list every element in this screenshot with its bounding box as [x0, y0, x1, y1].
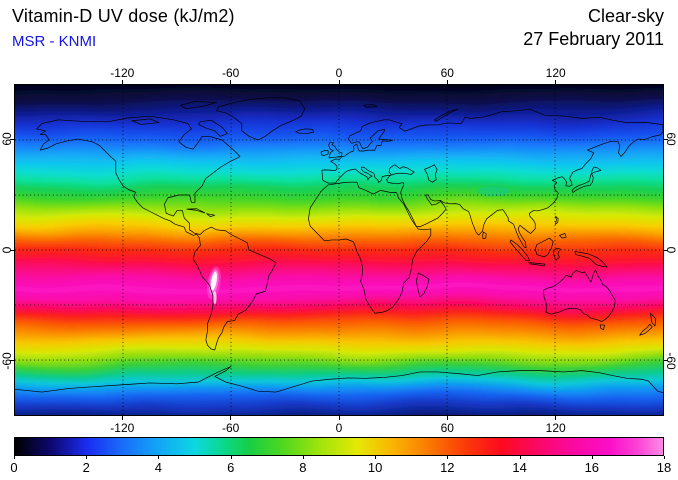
coastline-australia [542, 269, 616, 322]
colorbar-tick [158, 456, 160, 459]
coastline-baffin [198, 119, 228, 137]
coastline-japan [571, 166, 602, 193]
axis-tick [664, 139, 668, 140]
coastline-hispaniola [206, 213, 216, 217]
colorbar-tick-label: 12 [440, 460, 455, 475]
tibet-patch [477, 186, 511, 197]
uv-dose-field [15, 85, 663, 415]
coastline-madagascar [416, 272, 430, 298]
coastline-antarctica [15, 366, 663, 393]
coastline-ellesmere [180, 101, 217, 110]
colorbar-tick [519, 456, 521, 459]
axis-tick [664, 360, 668, 361]
lon-tick-label-top: 120 [545, 66, 566, 80]
colorbar-tick-label: 16 [584, 460, 600, 475]
altitude-anomalies [206, 186, 511, 305]
lon-tick-label-top: -60 [222, 66, 240, 80]
axis-tick [447, 80, 448, 84]
coastline-africa [308, 181, 432, 314]
colorbar-tick-label: 2 [82, 460, 90, 475]
andes-white-max [210, 271, 218, 291]
sky-condition-label: Clear-sky [587, 6, 664, 26]
colorbar-tick [230, 456, 232, 459]
map-date: 27 February 2011 [523, 29, 664, 49]
colorbar-tick [591, 456, 593, 459]
coastline-luzon [555, 215, 559, 225]
axis-tick [447, 416, 448, 420]
axis-tick [122, 80, 123, 84]
coastline-cuba [186, 208, 206, 214]
axis-tick [10, 360, 14, 361]
coastline-new-guinea [574, 251, 608, 268]
colorbar-tick [302, 456, 304, 459]
coastline-sumatra [509, 239, 531, 261]
colorbar-tick [664, 456, 665, 459]
colorbar-tick [447, 456, 449, 459]
lon-tick-label-bottom: 120 [545, 421, 566, 435]
colorbar-tick-label: 10 [367, 460, 383, 475]
coastline-mindanao [559, 233, 567, 239]
coastline-americas [36, 115, 277, 351]
colorbar-gradient [14, 437, 664, 456]
coastline-java [528, 262, 546, 267]
coastline-caspian [424, 164, 438, 183]
coastline-sulawesi [552, 247, 561, 261]
coastline-nz-south [639, 323, 653, 336]
coastline-nz-north [650, 312, 657, 327]
axis-tick [230, 416, 231, 420]
page-title: Vitamin-D UV dose (kJ/m2) [12, 6, 235, 26]
colorbar-tick-label: 0 [10, 460, 18, 475]
coastline-novaya-zemlya [434, 108, 459, 122]
lon-tick-label-bottom: -120 [110, 421, 135, 435]
axis-tick [555, 416, 556, 420]
axis-tick [122, 416, 123, 420]
lon-tick-label-bottom: 60 [440, 421, 454, 435]
coastline-ireland [320, 150, 329, 156]
lon-tick-label-top: 0 [335, 66, 343, 80]
lon-tick-label-bottom: 0 [335, 421, 343, 435]
coastline-borneo [534, 237, 554, 258]
coastline-svalbard [363, 104, 378, 108]
axis-tick [339, 416, 340, 420]
coastline-iceland [295, 128, 315, 134]
graticule [15, 85, 663, 415]
coastline-tasmania [599, 324, 605, 331]
coastlines [15, 97, 663, 393]
axis-tick [230, 80, 231, 84]
colorbar-tick [14, 456, 15, 459]
colorbar-tick-label: 4 [154, 460, 163, 475]
colorbar-tick-label: 8 [299, 460, 307, 475]
coastline-victoria-island [131, 118, 160, 125]
map-source: MSR - KNMI [12, 33, 97, 50]
colorbar-tick-label: 14 [512, 460, 527, 475]
colorbar-tick [86, 456, 88, 459]
lon-tick-label-bottom: -60 [222, 421, 240, 435]
coastline-sri-lanka [482, 231, 487, 239]
colorbar-tick-label: 18 [656, 460, 672, 475]
axis-tick [10, 139, 14, 140]
andes-south [212, 291, 217, 305]
coastline-eurasia [321, 108, 663, 248]
world-uv-map [14, 84, 664, 416]
coastline-greenland [216, 97, 306, 141]
world-map-svg [15, 85, 663, 415]
axis-tick [664, 250, 668, 251]
lon-tick-label-top: 60 [440, 66, 454, 80]
axis-tick [339, 80, 340, 84]
lon-tick-label-top: -120 [110, 66, 135, 80]
colorbar-tick [375, 456, 377, 459]
coastline-britain [328, 142, 343, 159]
axis-tick [555, 80, 556, 84]
colorbar-tick-label: 6 [227, 460, 235, 475]
axis-tick [10, 250, 14, 251]
